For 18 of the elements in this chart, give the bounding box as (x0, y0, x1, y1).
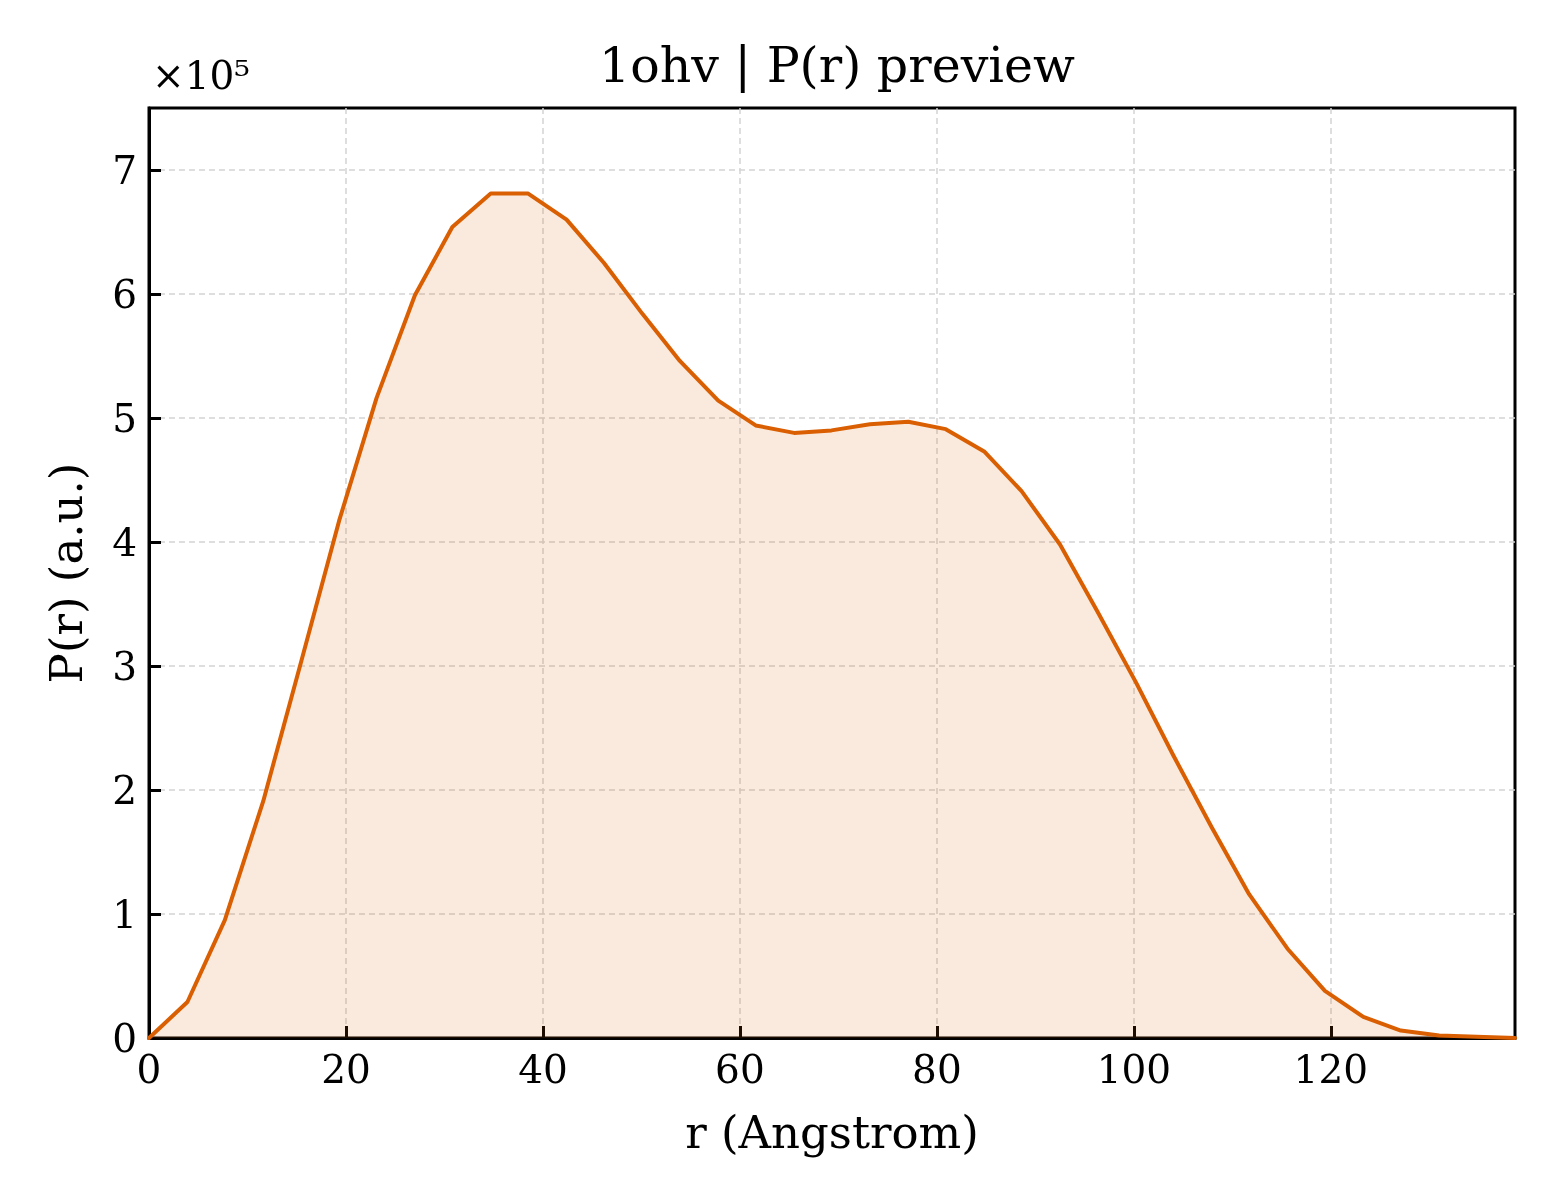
x-tick-label: 20 (321, 1047, 371, 1092)
y-tick-label: 6 (112, 271, 137, 317)
y-tick-label: 5 (112, 395, 137, 441)
chart-title: 1ohv | P(r) preview (599, 37, 1075, 94)
x-tick-label: 100 (1096, 1047, 1172, 1092)
x-tick-label: 60 (715, 1047, 765, 1092)
y-tick-label: 7 (112, 147, 137, 193)
y-tick-label: 1 (112, 891, 137, 937)
x-tick-label: 120 (1293, 1047, 1369, 1092)
y-tick-label: 0 (112, 1015, 137, 1061)
x-tick-label: 40 (518, 1047, 568, 1092)
y-tick-label: 2 (112, 767, 137, 813)
y-tick-label: 4 (112, 519, 137, 565)
y-tick-label: 3 (112, 643, 137, 689)
x-tick-label: 80 (912, 1047, 962, 1092)
y-axis-title: P(r) (a.u.) (40, 462, 93, 684)
text: ×10⁵ (152, 53, 250, 98)
x-axis-title: r (Angstrom) (685, 1106, 979, 1159)
